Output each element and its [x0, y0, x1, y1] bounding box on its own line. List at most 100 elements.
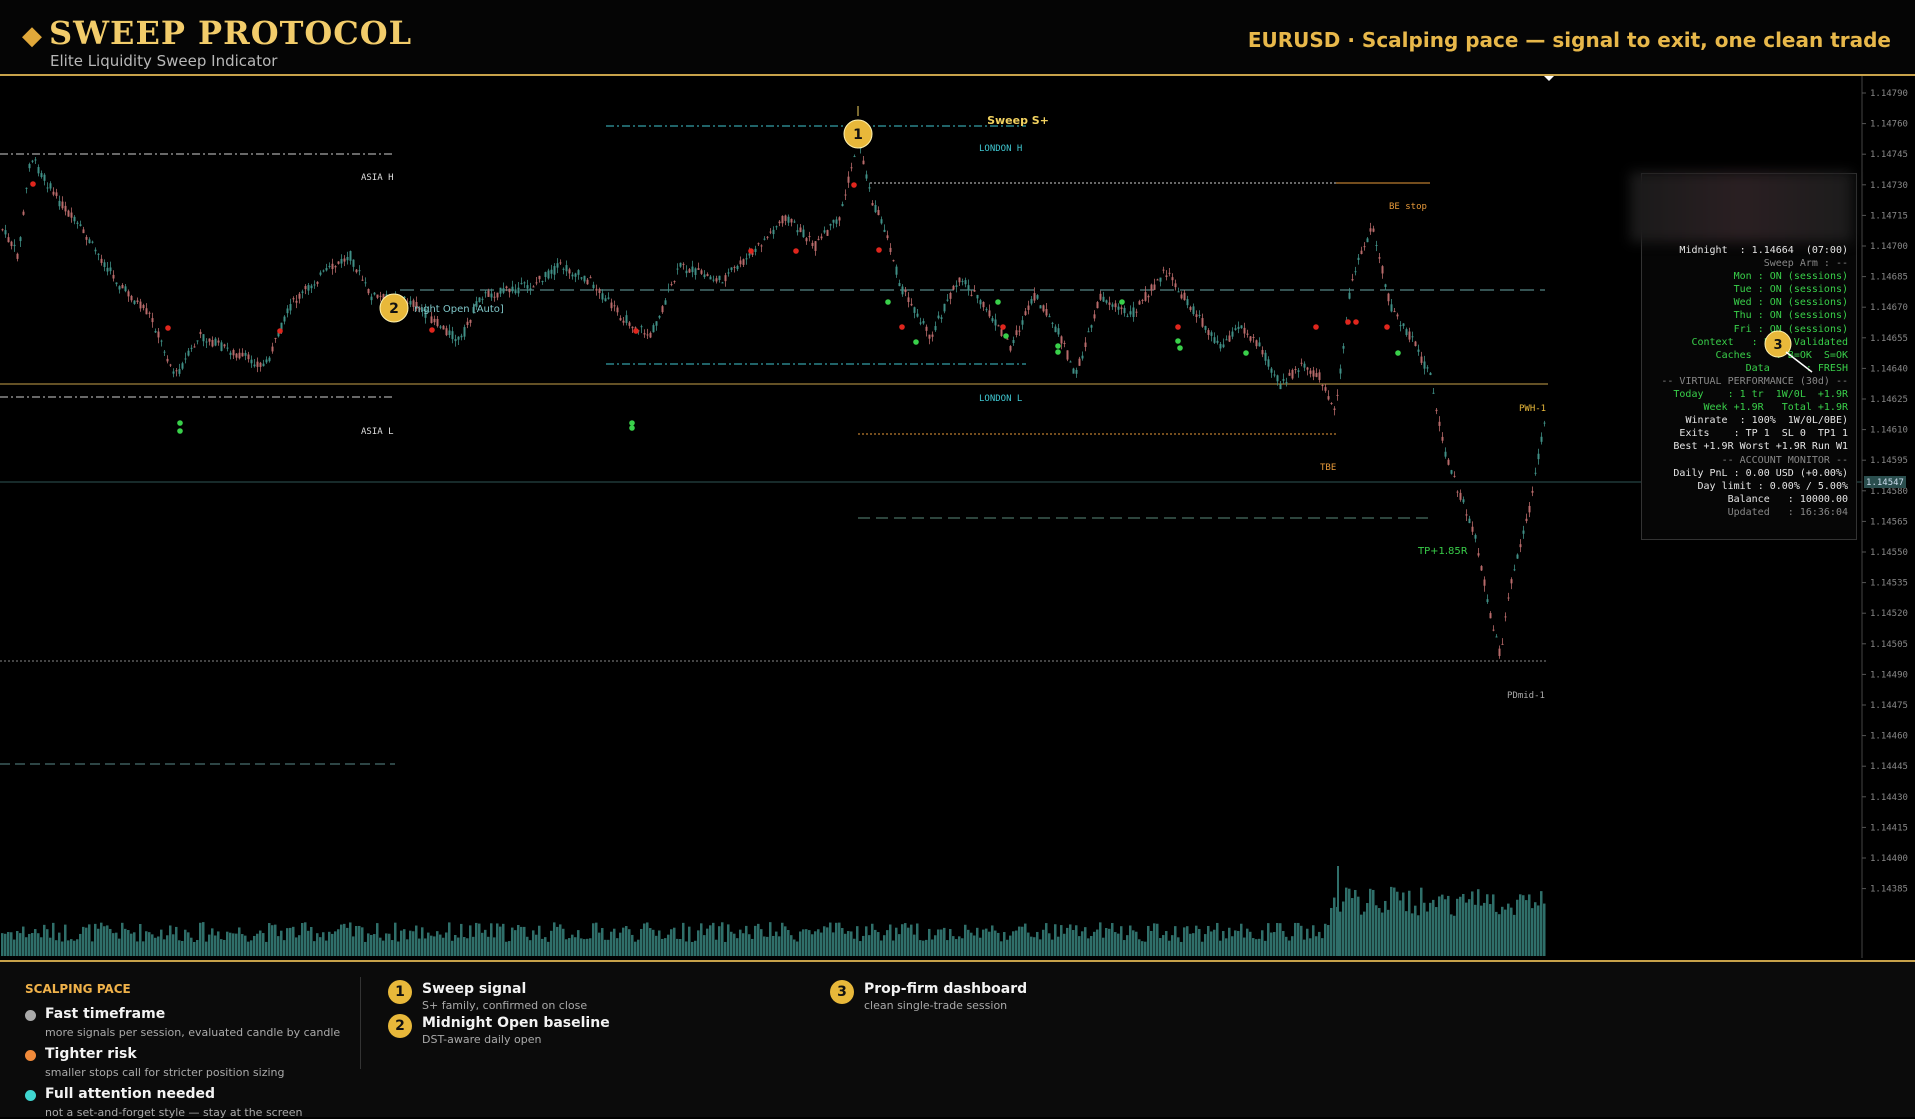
volume-bar — [865, 926, 868, 956]
candle-body — [1297, 370, 1300, 372]
candle-body — [1261, 349, 1264, 355]
candle-body — [1282, 379, 1285, 381]
candle-body — [916, 313, 919, 317]
volume-bar — [316, 933, 319, 956]
price-chart[interactable]: 1.14790 1.14760 1.14745 1.14730 1.14715 1.147… — [0, 76, 1915, 958]
buy-signal-dot — [1055, 349, 1061, 355]
volume-bar — [1360, 914, 1363, 956]
candle-body — [1351, 279, 1354, 281]
volume-bar — [514, 930, 517, 956]
volume-bar — [493, 937, 496, 956]
candle-body — [337, 261, 340, 264]
candle-body — [1420, 356, 1423, 363]
volume-bar — [1444, 899, 1447, 956]
volume-bar — [1240, 923, 1243, 956]
volume-bar — [1051, 939, 1054, 956]
volume-bar — [145, 931, 148, 956]
candle-body — [757, 243, 760, 245]
candle-body — [199, 331, 202, 335]
candle-body — [958, 277, 961, 283]
volume-bar — [1030, 936, 1033, 956]
candle-body — [322, 270, 325, 272]
candle-body — [1144, 292, 1147, 301]
volume-bar — [1168, 940, 1171, 956]
badge-2: 2 — [379, 293, 409, 323]
volume-bar — [1321, 938, 1324, 956]
candle-body — [268, 357, 271, 362]
candle-body — [1366, 238, 1369, 243]
volume-bar — [235, 933, 238, 956]
volume-bar — [736, 938, 739, 956]
volume-bar — [763, 936, 766, 956]
volume-bar — [1537, 905, 1540, 956]
candle-body — [1357, 257, 1360, 261]
candle-body — [1084, 342, 1087, 347]
volume-bar — [199, 922, 202, 956]
volume-bar — [1171, 935, 1174, 956]
volume-bar — [226, 931, 229, 956]
volume-bar — [844, 933, 847, 956]
price-axis-label: 1.14640 — [1870, 364, 1908, 374]
candle-body — [583, 275, 586, 282]
candle-body — [166, 358, 169, 362]
candle-body — [130, 295, 133, 301]
volume-bar — [538, 925, 541, 956]
volume-bar — [1123, 940, 1126, 956]
candle-body — [751, 252, 754, 255]
candle-body — [1399, 325, 1402, 327]
volume-bar — [277, 936, 280, 956]
candle-body — [451, 331, 454, 340]
candle-body — [535, 282, 538, 284]
badge-2-number: 2 — [389, 301, 399, 317]
candle-body — [1120, 307, 1123, 309]
volume-bar — [466, 938, 469, 956]
candle-body — [94, 249, 97, 252]
volume-bar — [1492, 894, 1495, 956]
volume-bar — [730, 931, 733, 956]
candle-body — [1165, 275, 1168, 277]
volume-bar — [319, 937, 322, 956]
candle-body — [556, 263, 559, 268]
volume-bar — [367, 933, 370, 956]
candle-body — [1228, 335, 1231, 342]
candle-body — [967, 285, 970, 291]
candle-body — [1429, 372, 1432, 376]
candle-body — [946, 299, 949, 301]
volume-bar — [214, 935, 217, 956]
candle-body — [418, 307, 421, 310]
candle-body — [1447, 459, 1450, 465]
candle-body — [421, 310, 424, 312]
candle-body — [1168, 272, 1171, 274]
volume-bar — [1054, 924, 1057, 956]
volume-bar — [1162, 935, 1165, 956]
volume-bar — [1396, 891, 1399, 956]
buy-signal-dot — [913, 339, 919, 345]
pwh-label: PWH-1 — [1519, 404, 1546, 414]
candle-body — [985, 309, 988, 311]
london-low-label: LONDON L — [979, 394, 1022, 404]
volume-bar — [1390, 886, 1393, 956]
volume-bar — [403, 929, 406, 956]
chart-shift-marker-icon[interactable] — [1544, 76, 1554, 81]
volume-bar — [1069, 924, 1072, 956]
volume-bar — [1438, 896, 1441, 956]
volume-bar — [1216, 922, 1219, 956]
volume-bar — [1108, 928, 1111, 956]
volume-bar — [871, 923, 874, 956]
candle-body — [1504, 616, 1507, 618]
chart-canvas[interactable]: 1.14790 1.14760 1.14745 1.14730 1.14715 1.147… — [0, 76, 1915, 958]
volume-bar — [943, 927, 946, 956]
candle-body — [991, 318, 994, 322]
candle-body — [1354, 271, 1357, 273]
volume-bar — [487, 936, 490, 956]
candle-body — [157, 331, 160, 338]
volume-bars — [1, 866, 1546, 956]
candle-body — [973, 290, 976, 292]
candle-body — [715, 278, 718, 282]
volume-bar — [796, 941, 799, 956]
candle-body — [625, 315, 628, 323]
volume-bar — [718, 926, 721, 956]
candle-body — [1231, 331, 1234, 337]
volume-bar — [1447, 895, 1450, 956]
volume-bar — [364, 941, 367, 956]
